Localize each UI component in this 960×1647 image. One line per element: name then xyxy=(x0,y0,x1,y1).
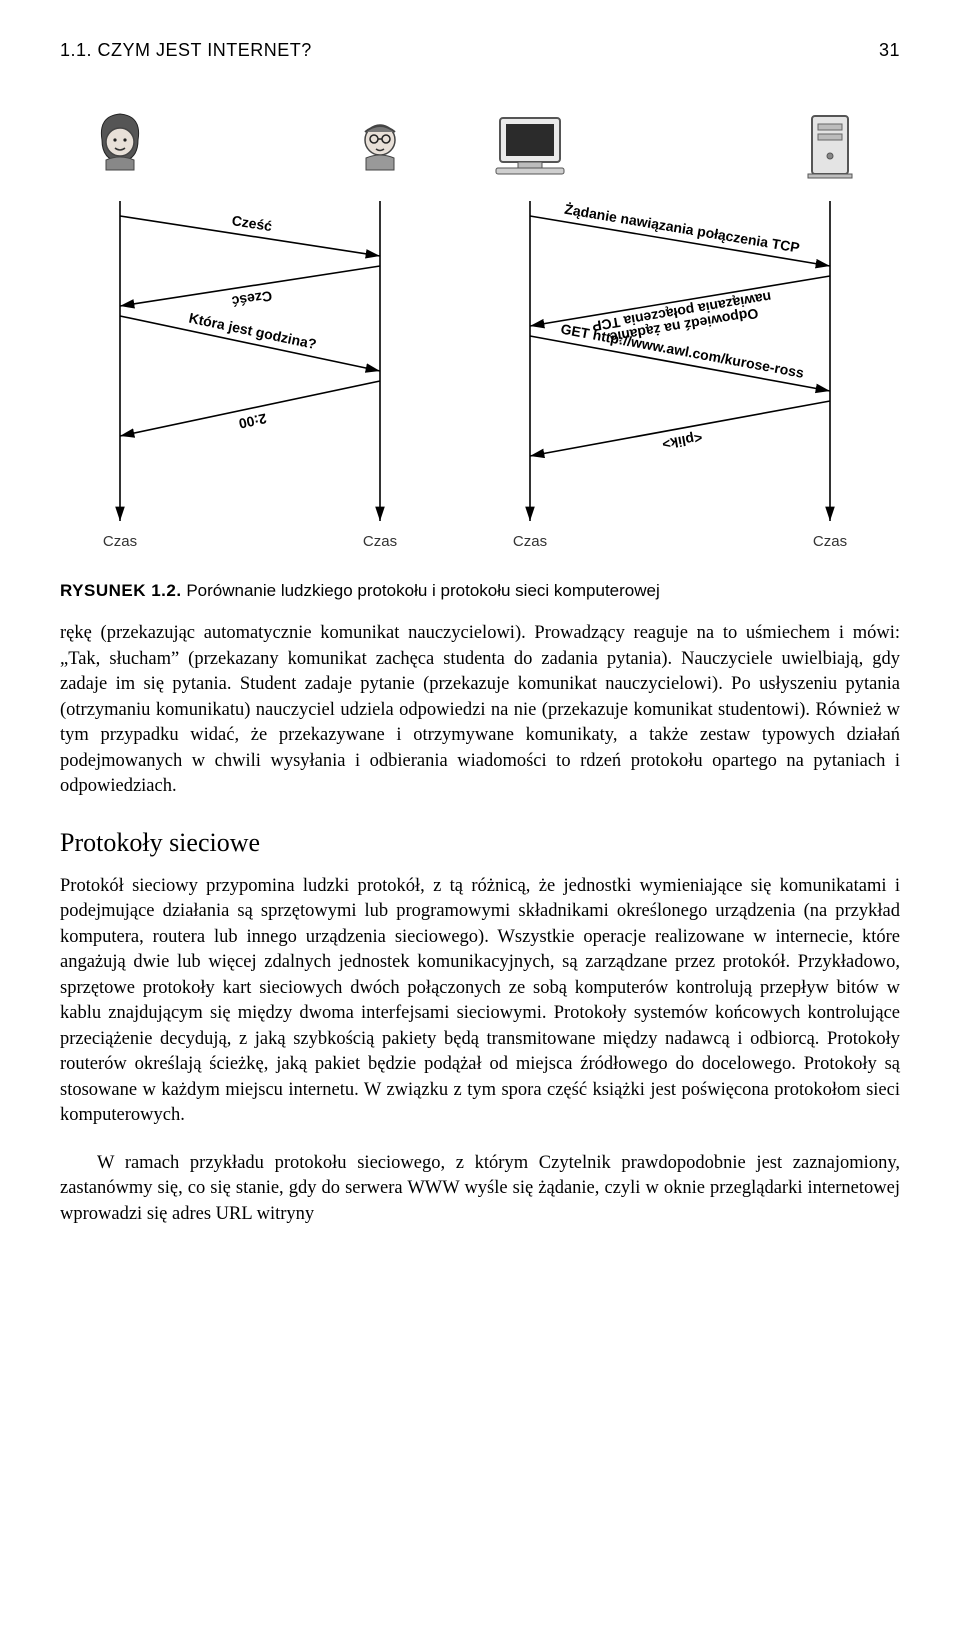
paragraph-1: rękę (przekazując automatycznie komunika… xyxy=(60,621,900,800)
running-head-section: 1.1. CZYM JEST INTERNET? xyxy=(60,40,312,61)
computer-icon xyxy=(496,118,564,174)
message-label: Cześć xyxy=(231,288,274,310)
page-number: 31 xyxy=(879,40,900,61)
figure-caption: RYSUNEK 1.2. Porównanie ludzkiego protok… xyxy=(60,581,900,601)
caption-label: RYSUNEK 1.2. xyxy=(60,581,182,600)
woman-icon xyxy=(101,114,138,170)
time-axis-label: Czas xyxy=(363,533,397,550)
figure-1-2: CześćCześćKtóra jest godzina?2:00Żądanie… xyxy=(60,91,900,561)
message-label: Cześć xyxy=(231,212,274,234)
time-axis-label: Czas xyxy=(813,533,847,550)
heading-protocols: Protokoły sieciowe xyxy=(60,828,900,858)
caption-text: Porównanie ludzkiego protokołu i protoko… xyxy=(186,581,659,600)
message-label: <plik> xyxy=(661,430,704,453)
server-icon xyxy=(808,116,852,178)
message-label: 2:00 xyxy=(237,410,268,431)
paragraph-3: W ramach przykładu protokołu sieciowego,… xyxy=(60,1151,900,1228)
paragraph-2: Protokół sieciowy przypomina ludzki prot… xyxy=(60,874,900,1129)
man-icon xyxy=(365,125,395,170)
protocol-diagram-svg: CześćCześćKtóra jest godzina?2:00Żądanie… xyxy=(60,91,900,561)
time-axis-label: Czas xyxy=(103,533,137,550)
time-axis-label: Czas xyxy=(513,533,547,550)
message-label: Która jest godzina? xyxy=(187,310,317,353)
